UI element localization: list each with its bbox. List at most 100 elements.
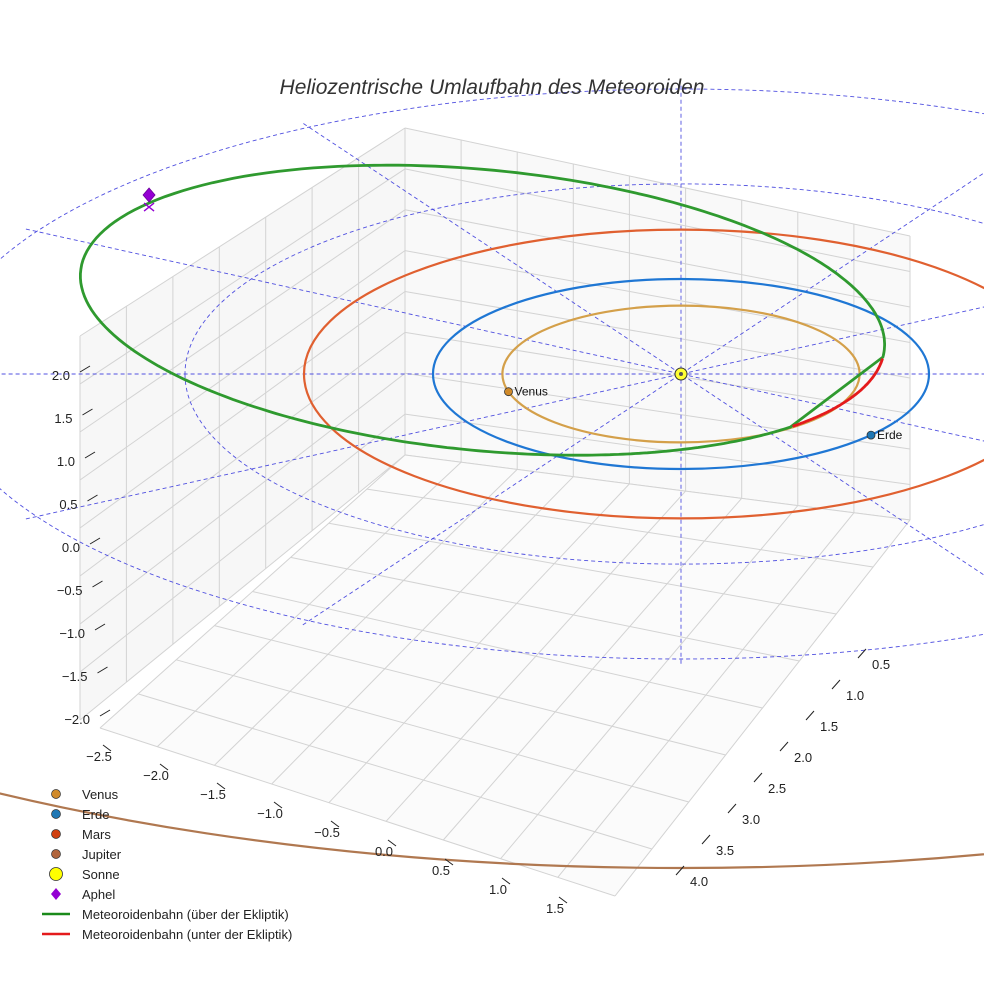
grid-line	[79, 454, 406, 721]
z-tick-label: 1.5	[54, 411, 72, 426]
grid-line	[79, 250, 406, 481]
y-tick-label: 1.5	[820, 719, 838, 734]
planet-erde	[866, 430, 876, 440]
x-tick-label: 1.5	[546, 901, 564, 916]
grid-line	[79, 331, 406, 577]
grid-panes	[79, 127, 911, 897]
grid-line	[404, 413, 911, 485]
planet-venus	[504, 387, 513, 397]
meteoroid-path-above	[79, 163, 886, 457]
back-wall-left	[80, 128, 405, 720]
grid-line	[99, 727, 616, 897]
y-tick-label: 1.0	[846, 688, 864, 703]
reference-circle	[184, 183, 984, 565]
orbit-jupiter	[0, 792, 984, 870]
reference-spoke	[302, 172, 984, 626]
grid-line	[79, 413, 406, 673]
grid-line	[404, 372, 911, 450]
x-tick-mark	[387, 839, 397, 847]
planet-label-venus: Venus	[515, 385, 548, 399]
legend-marker	[51, 809, 61, 819]
z-tick-label: −0.5	[57, 583, 83, 598]
grid-line	[214, 625, 726, 756]
legend-marker	[51, 829, 61, 839]
x-tick-label: −2.5	[86, 749, 112, 764]
x-tick-mark	[216, 782, 226, 790]
z-tick-mark	[97, 666, 108, 674]
y-tick-mark	[805, 710, 815, 721]
z-tick-label: 2.0	[52, 368, 70, 383]
x-tick-label: 0.0	[375, 844, 393, 859]
z-tick-mark	[82, 408, 93, 416]
z-tick-mark	[89, 537, 101, 545]
legend-label: Mars	[82, 827, 111, 842]
grid-line	[404, 250, 911, 343]
grid-line	[328, 522, 837, 615]
y-tick-mark	[857, 648, 867, 659]
y-tick-mark	[779, 741, 789, 752]
x-tick-label: −1.0	[257, 806, 283, 821]
meteoroid-orbit	[79, 163, 886, 457]
y-tick-label: 2.5	[768, 781, 786, 796]
grid-line	[290, 556, 800, 662]
x-tick-label: −0.5	[314, 825, 340, 840]
sun-center	[679, 372, 683, 376]
y-tick-label: 2.0	[794, 750, 812, 765]
reference-spoke	[302, 122, 984, 576]
grid-line	[366, 488, 874, 568]
legend-label: Sonne	[82, 867, 120, 882]
aphel-projection-marker	[143, 202, 155, 212]
y-tick-mark	[727, 803, 737, 814]
z-tick-label: −1.0	[59, 626, 85, 641]
legend-label: Erde	[82, 807, 109, 822]
grid-line	[252, 591, 763, 709]
legend-label: Jupiter	[82, 847, 122, 862]
legend-marker	[51, 849, 61, 859]
x-tick-mark	[444, 858, 454, 866]
z-tick-mark	[99, 709, 111, 717]
grid-line	[404, 209, 911, 308]
legend-marker	[51, 888, 61, 900]
legend-marker	[49, 867, 63, 881]
z-tick-label: 1.0	[57, 454, 75, 469]
grid-line	[79, 209, 406, 433]
x-tick-label: −2.0	[143, 768, 169, 783]
grid-line	[404, 168, 911, 272]
meteoroid-path-below	[792, 358, 884, 428]
legend-label: Aphel	[82, 887, 115, 902]
z-tick-mark	[87, 494, 98, 502]
z-tick-mark	[79, 365, 91, 373]
z-tick-mark	[94, 623, 106, 631]
grid-line	[404, 291, 911, 379]
x-tick-mark	[501, 877, 511, 885]
grid-line	[79, 372, 406, 625]
legend: Venus Erde Mars Jupiter Sonne Aphel Meteoroide…	[42, 787, 292, 942]
x-tick-label: −1.5	[200, 787, 226, 802]
axis-ticks: 2.0 1.5 1.0 0.5 0.0 −0.5 −1.0 −1.5 −2.0 −2.5 −2.0 −…	[52, 365, 890, 916]
y-tick-mark	[831, 679, 841, 690]
x-tick-mark	[159, 763, 169, 771]
z-tick-label: 0.5	[59, 497, 77, 512]
z-tick-label: 0.0	[62, 540, 80, 555]
y-tick-mark	[701, 834, 711, 845]
chart-title: Heliozentrische Umlaufbahn des Meteoroid…	[280, 76, 705, 99]
aphel-marker	[142, 187, 156, 203]
orbit-mars	[302, 228, 984, 520]
planet-label-erde: Erde	[877, 428, 903, 442]
z-tick-label: −2.0	[64, 712, 90, 727]
reference-circle	[0, 88, 984, 660]
grid-line	[79, 168, 406, 385]
z-tick-mark	[92, 580, 103, 588]
x-tick-label: 1.0	[489, 882, 507, 897]
x-tick-mark	[273, 801, 283, 809]
y-tick-mark	[675, 865, 685, 876]
x-tick-label: 0.5	[432, 863, 450, 878]
z-tick-label: −1.5	[62, 669, 88, 684]
grid-line	[404, 127, 911, 237]
y-tick-label: 0.5	[872, 657, 890, 672]
legend-label: Meteoroidenbahn (unter der Ekliptik)	[82, 927, 292, 942]
y-tick-label: 3.0	[742, 812, 760, 827]
